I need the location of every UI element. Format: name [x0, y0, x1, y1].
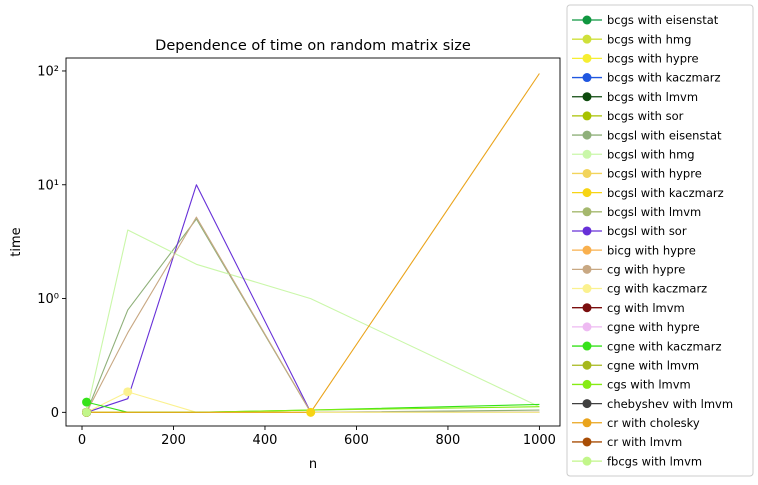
legend-label: cg with lmvm [607, 301, 685, 315]
chart-title: Dependence of time on random matrix size [155, 38, 471, 54]
legend-label: cr with cholesky [607, 416, 700, 430]
plot-frame [65, 57, 561, 427]
legend-marker [582, 303, 592, 313]
y-axis: 0 10⁰ 10¹ 10² [37, 64, 66, 421]
x-tick-label: 400 [253, 433, 278, 448]
legend-marker [582, 188, 592, 198]
legend-label: bcgs with sor [607, 109, 684, 123]
legend-marker [582, 341, 592, 351]
series-point-9 [306, 407, 316, 417]
legend-label: cgne with lmvm [607, 358, 699, 372]
series-line-6 [86, 218, 540, 413]
legend-label: cr with lmvm [607, 435, 682, 449]
legend-label: bicg with hypre [607, 243, 696, 257]
series-point-14 [123, 387, 133, 397]
legend-label: bcgs with kaczmarz [607, 71, 721, 85]
legend-marker [582, 207, 592, 217]
legend-label: bcgsl with sor [607, 224, 687, 238]
legend-label: chebyshev with lmvm [607, 397, 733, 411]
legend-marker [582, 284, 592, 294]
legend-marker [582, 34, 592, 44]
legend-marker [582, 73, 592, 83]
legend-label: cgne with hypre [607, 320, 700, 334]
y-tick-label: 10² [37, 64, 59, 79]
legend-label: bcgs with lmvm [607, 90, 698, 104]
y-tick-label: 10⁰ [37, 292, 59, 307]
x-tick-label: 200 [161, 433, 186, 448]
x-tick-label: 0 [78, 433, 86, 448]
x-tick-label: 800 [436, 433, 461, 448]
legend-marker [582, 245, 592, 255]
legend-marker [582, 149, 592, 159]
legend-marker [582, 168, 592, 178]
legend-label: bcgsl with hmg [607, 147, 695, 161]
legend: bcgs with eisenstat bcgs with hmg bcgs wit… [566, 4, 754, 477]
legend-marker [582, 418, 592, 428]
series-line-7 [86, 229, 540, 413]
y-tick-label: 10¹ [37, 178, 59, 193]
legend-label: cgne with kaczmarz [607, 339, 722, 353]
legend-label: bcgsl with hypre [607, 167, 702, 181]
legend-label: bcgs with hmg [607, 32, 691, 46]
legend-marker [582, 130, 592, 140]
legend-label: fbcgs with lmvm [607, 454, 702, 468]
legend-frame [566, 4, 754, 477]
legend-marker [582, 15, 592, 25]
legend-marker [582, 437, 592, 447]
x-axis-label: n [309, 457, 317, 472]
plot-markers [82, 387, 316, 417]
series-point-23 [82, 407, 92, 417]
legend-marker [582, 264, 592, 274]
y-tick-label: 0 [51, 406, 59, 421]
x-tick-label: 600 [344, 433, 369, 448]
x-tick-label: 1000 [523, 433, 556, 448]
legend-label: bcgsl with eisenstat [607, 128, 722, 142]
legend-marker [582, 399, 592, 409]
series-point-17 [82, 397, 92, 407]
legend-items: bcgs with eisenstat bcgs with hmg bcgs wit… [572, 13, 733, 468]
legend-label: cgs with lmvm [607, 378, 691, 392]
legend-marker [582, 53, 592, 63]
x-axis: 0 200 400 600 800 1000 [78, 426, 556, 448]
legend-marker [582, 379, 592, 389]
legend-label: cg with kaczmarz [607, 282, 707, 296]
legend-label: bcgsl with kaczmarz [607, 186, 724, 200]
legend-marker [582, 322, 592, 332]
legend-marker [582, 456, 592, 466]
legend-label: bcgsl with lmvm [607, 205, 701, 219]
legend-label: bcgs with hypre [607, 52, 699, 66]
legend-marker [582, 226, 592, 236]
legend-marker [582, 111, 592, 121]
legend-marker [582, 360, 592, 370]
legend-label: cg with hypre [607, 263, 685, 277]
legend-marker [582, 92, 592, 102]
y-axis-label: time [9, 227, 24, 256]
legend-label: bcgs with eisenstat [607, 13, 719, 27]
